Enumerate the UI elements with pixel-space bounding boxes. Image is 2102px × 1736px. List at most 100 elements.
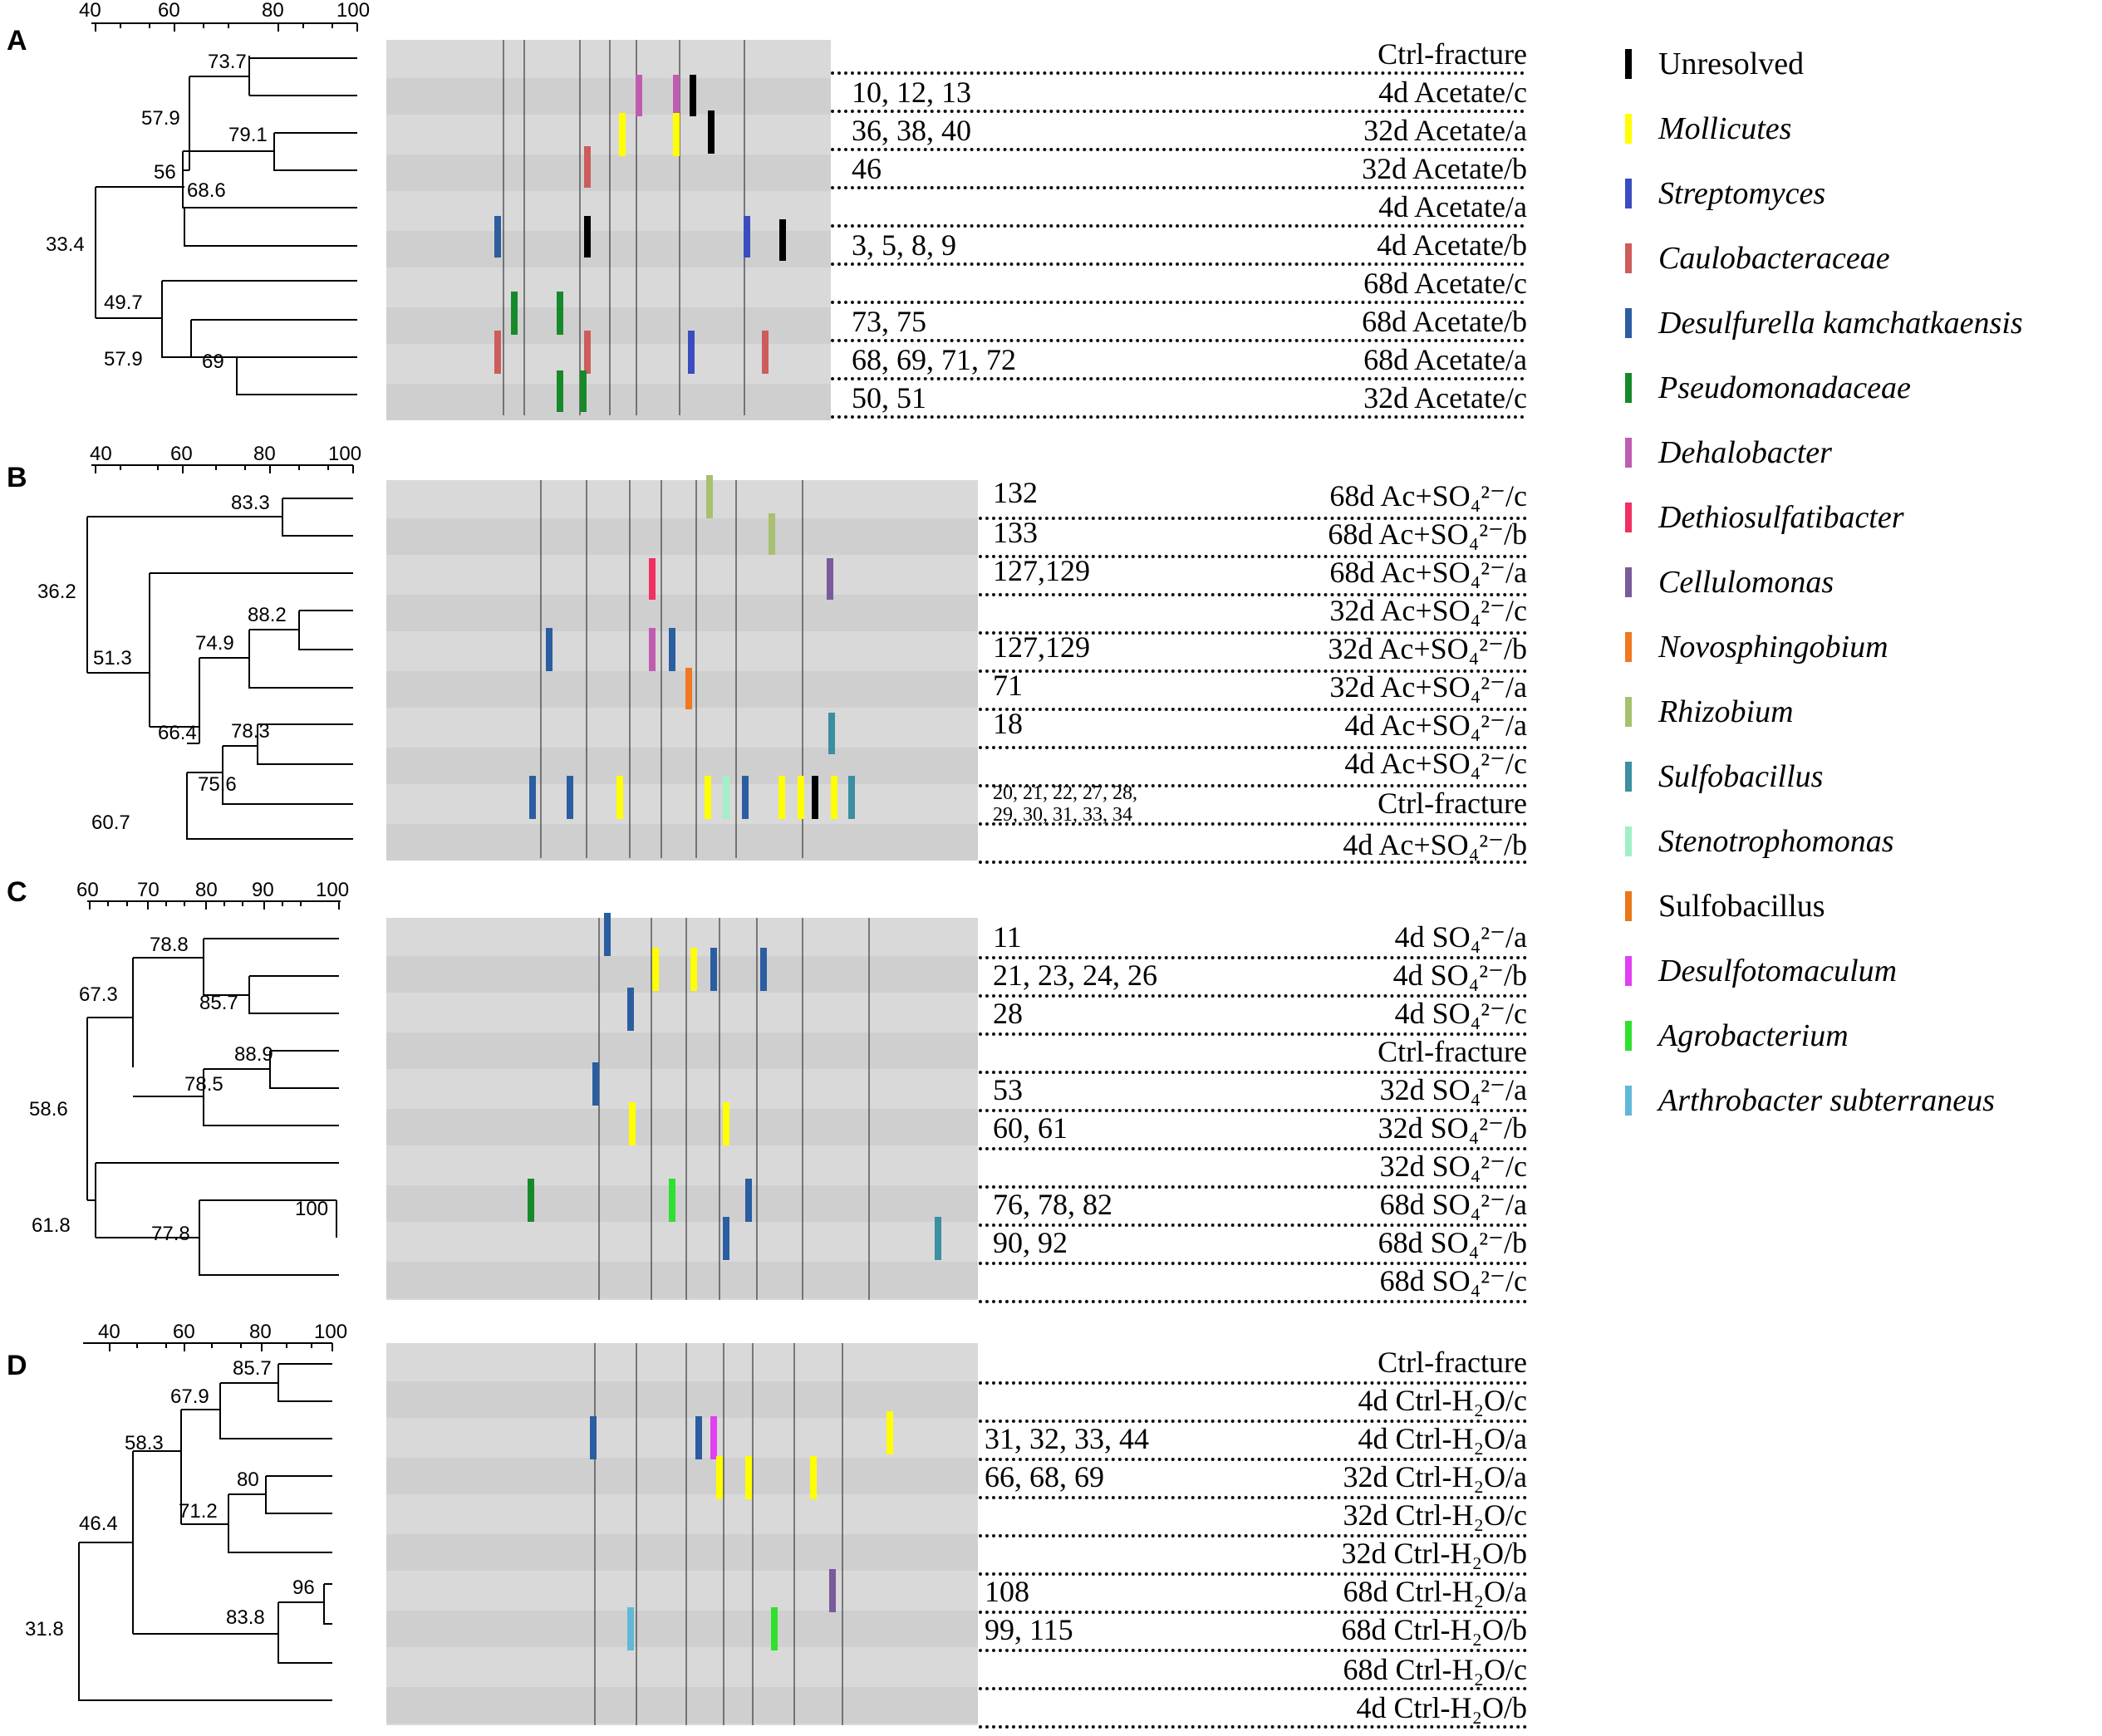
legend-swatch bbox=[1625, 956, 1632, 986]
gel-band bbox=[661, 480, 662, 858]
clone-numbers: 31, 32, 33, 44 bbox=[985, 1422, 1149, 1455]
gel-band bbox=[598, 918, 600, 1300]
dgge-band-marker bbox=[511, 292, 518, 335]
lane-leader bbox=[979, 1109, 1527, 1112]
dgge-band-marker bbox=[723, 1102, 729, 1145]
gel-band bbox=[586, 480, 587, 858]
panel-label: D bbox=[7, 1350, 27, 1381]
clone-numbers: 71 bbox=[993, 669, 1023, 702]
sample-label: 32d Ac+SO₄²⁻/b bbox=[1328, 632, 1527, 665]
lane-leader bbox=[979, 708, 1527, 711]
dgge-band-marker bbox=[627, 1607, 634, 1650]
legend-label: Mollicutes bbox=[1658, 111, 1792, 146]
dgge-band-marker bbox=[629, 1102, 636, 1145]
node-similarity: 78.8 bbox=[150, 934, 189, 956]
gel-lane bbox=[386, 1496, 978, 1532]
lane-leader bbox=[831, 339, 1525, 342]
node-similarity: 85.7 bbox=[233, 1357, 272, 1380]
gel-band bbox=[540, 480, 542, 858]
lane-leader bbox=[979, 1496, 1527, 1499]
sample-label: 4d Acetate/b bbox=[1377, 228, 1527, 262]
legend-label: Desulfurella kamchatkaensis bbox=[1658, 306, 2023, 341]
dgge-band-marker bbox=[557, 370, 563, 412]
dgge-band-marker bbox=[769, 513, 775, 555]
gel-band bbox=[685, 1343, 687, 1725]
panel-label: C bbox=[7, 876, 27, 908]
lane-leader bbox=[979, 784, 1527, 787]
dgge-band-marker bbox=[604, 913, 611, 956]
lane-leader bbox=[979, 1224, 1527, 1227]
gel-lane bbox=[386, 1458, 978, 1494]
gel-lane bbox=[386, 1611, 978, 1647]
dgge-band-marker bbox=[760, 948, 767, 991]
legend-label: Pseudomonadaceae bbox=[1658, 370, 1911, 405]
legend-label: Dethiosulfatibacter bbox=[1658, 500, 1904, 535]
lane-leader bbox=[979, 1300, 1527, 1303]
gel-band bbox=[719, 918, 720, 1300]
node-similarity: 56 bbox=[154, 161, 176, 184]
scale-tick: 100 bbox=[336, 0, 370, 22]
gel-lane bbox=[386, 1071, 978, 1107]
node-similarity: 36.2 bbox=[37, 581, 76, 603]
dgge-band-marker bbox=[778, 776, 785, 819]
dendrogram: 40 60 80 100 83.3 36.2 88.2 74.9 51.3 66… bbox=[37, 443, 361, 840]
node-similarity: 46.4 bbox=[79, 1513, 118, 1535]
clone-numbers: 76, 78, 82 bbox=[993, 1188, 1112, 1221]
node-similarity: 83.8 bbox=[226, 1606, 265, 1629]
clone-numbers: 60, 61 bbox=[993, 1111, 1068, 1145]
gel-lane bbox=[386, 1109, 978, 1145]
clone-numbers: 66, 68, 69 bbox=[985, 1460, 1104, 1493]
dgge-band-marker bbox=[742, 776, 749, 819]
dgge-band-marker bbox=[584, 331, 591, 374]
scale-tick: 40 bbox=[98, 1321, 120, 1343]
dgge-band-marker bbox=[652, 948, 659, 991]
dgge-band-marker bbox=[669, 1179, 675, 1222]
sample-label: 4d Ctrl-H₂O/c bbox=[1358, 1384, 1527, 1417]
dgge-band-marker bbox=[673, 75, 680, 116]
gel-lane bbox=[386, 1343, 978, 1380]
sample-label: 4d SO₄²⁻/a bbox=[1394, 920, 1527, 954]
scale-tick: 100 bbox=[328, 443, 361, 465]
sample-label: 68d Ac+SO₄²⁻/a bbox=[1329, 556, 1527, 589]
gel-band bbox=[868, 918, 870, 1300]
dgge-band-marker bbox=[810, 1456, 817, 1499]
sample-label: 68d Ctrl-H₂O/c bbox=[1343, 1653, 1527, 1686]
legend-swatch bbox=[1625, 567, 1632, 597]
panel-d: D bbox=[0, 1310, 2102, 1736]
sample-label: 32d Acetate/a bbox=[1363, 114, 1527, 147]
gel-band bbox=[842, 1343, 843, 1725]
gel-band bbox=[802, 480, 803, 858]
gel-image bbox=[386, 475, 978, 861]
dgge-band-marker bbox=[685, 668, 692, 709]
node-similarity: 96 bbox=[292, 1577, 315, 1599]
lane-leader bbox=[831, 415, 1525, 419]
sample-label: 68d Acetate/b bbox=[1362, 305, 1527, 338]
node-similarity: 66.4 bbox=[158, 722, 197, 744]
sample-label: 32d Ac+SO₄²⁻/c bbox=[1329, 594, 1527, 627]
dgge-band-marker bbox=[567, 776, 573, 819]
gel-lane bbox=[386, 1147, 978, 1184]
node-similarity: 83.3 bbox=[231, 492, 270, 514]
legend-label: Cellulomonas bbox=[1658, 565, 1834, 600]
scale-tick: 60 bbox=[173, 1321, 195, 1343]
dgge-band-marker bbox=[584, 146, 591, 188]
dgge-band-marker bbox=[744, 216, 750, 257]
dgge-band-marker bbox=[695, 1416, 702, 1459]
gel-image bbox=[386, 1343, 978, 1725]
legend-swatch bbox=[1625, 373, 1632, 403]
node-similarity: 88.2 bbox=[248, 604, 287, 626]
gel-lane bbox=[386, 1572, 978, 1609]
panel-label: A bbox=[7, 25, 27, 56]
lane-leader bbox=[979, 631, 1527, 635]
sample-label: 4d Ac+SO₄²⁻/a bbox=[1344, 709, 1527, 742]
lane-leader bbox=[831, 110, 1525, 113]
clone-numbers: 68, 69, 71, 72 bbox=[852, 343, 1016, 376]
gel-lane bbox=[386, 748, 978, 784]
dgge-band-marker bbox=[745, 1456, 752, 1499]
dgge-band-marker bbox=[831, 776, 837, 819]
clone-numbers: 99, 115 bbox=[985, 1613, 1073, 1646]
lane-leader bbox=[979, 1725, 1527, 1729]
dgge-band-marker bbox=[528, 1179, 534, 1222]
clone-numbers: 20, 21, 22, 27, 28, 29, 30, 31, 33, 34 bbox=[993, 782, 1137, 826]
gel-lane bbox=[386, 518, 978, 555]
